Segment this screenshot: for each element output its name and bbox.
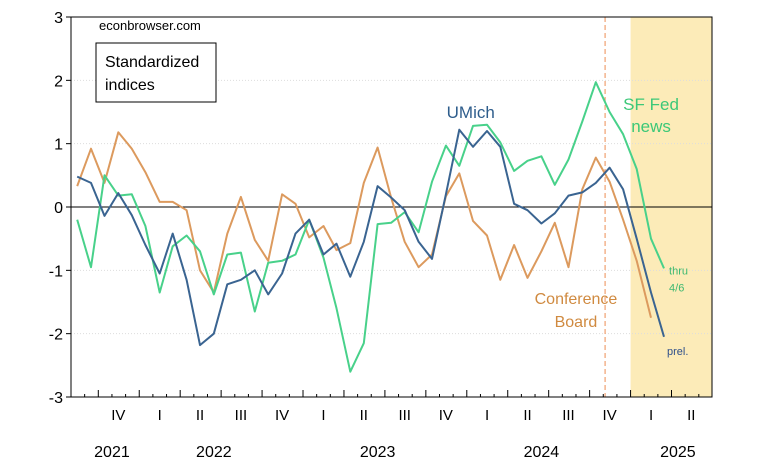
series-label-conference-board: Conference	[535, 291, 618, 308]
series-label-sf-fed-news: news	[631, 117, 671, 136]
series-label-conference-board: Board	[555, 314, 598, 331]
x-quarter-label: II	[687, 407, 695, 424]
x-year-label: 2025	[660, 444, 696, 461]
x-quarter-label: IV	[439, 407, 453, 424]
x-quarter-label: IV	[275, 407, 289, 424]
title-box: Standardized indices	[95, 42, 217, 103]
y-tick-label: -3	[49, 390, 63, 407]
x-quarter-label: I	[485, 407, 489, 424]
x-year-label: 2022	[196, 444, 232, 461]
x-quarter-label: III	[398, 407, 411, 424]
series-label-umich: UMich	[447, 103, 495, 122]
x-year-label: 2021	[94, 444, 130, 461]
x-quarter-label: I	[649, 407, 653, 424]
x-year-label: 2023	[360, 444, 396, 461]
x-quarter-label: II	[196, 407, 204, 424]
y-tick-label: -2	[49, 327, 63, 344]
x-year-label: 2024	[524, 444, 560, 461]
x-quarter-label: III	[562, 407, 575, 424]
series-line-umich	[76, 128, 665, 347]
umich-note: prel.	[667, 346, 688, 358]
y-tick-label: 0	[54, 200, 63, 217]
y-tick-label: -1	[49, 263, 63, 280]
x-quarter-label: I	[321, 407, 325, 424]
y-tick-label: 3	[54, 10, 63, 27]
sffed-note: thru	[669, 265, 688, 277]
title-box-line-2: indices	[105, 77, 155, 94]
sffed-note: 4/6	[669, 282, 684, 294]
x-quarter-label: II	[523, 407, 531, 424]
title-box-frame	[95, 42, 217, 103]
series-label-sf-fed-news: SF Fed	[623, 95, 679, 114]
x-quarter-label: IV	[603, 407, 617, 424]
x-quarter-label: II	[360, 407, 368, 424]
x-quarter-label: IV	[111, 407, 125, 424]
title-box-line-1: Standardized	[105, 54, 199, 71]
y-tick-label: 1	[54, 137, 63, 154]
x-quarter-label: III	[235, 407, 248, 424]
x-quarter-label: I	[158, 407, 162, 424]
series-line-conference-board	[76, 131, 652, 319]
watermark-text: econbrowser.com	[99, 18, 201, 33]
y-tick-label: 2	[54, 73, 63, 90]
